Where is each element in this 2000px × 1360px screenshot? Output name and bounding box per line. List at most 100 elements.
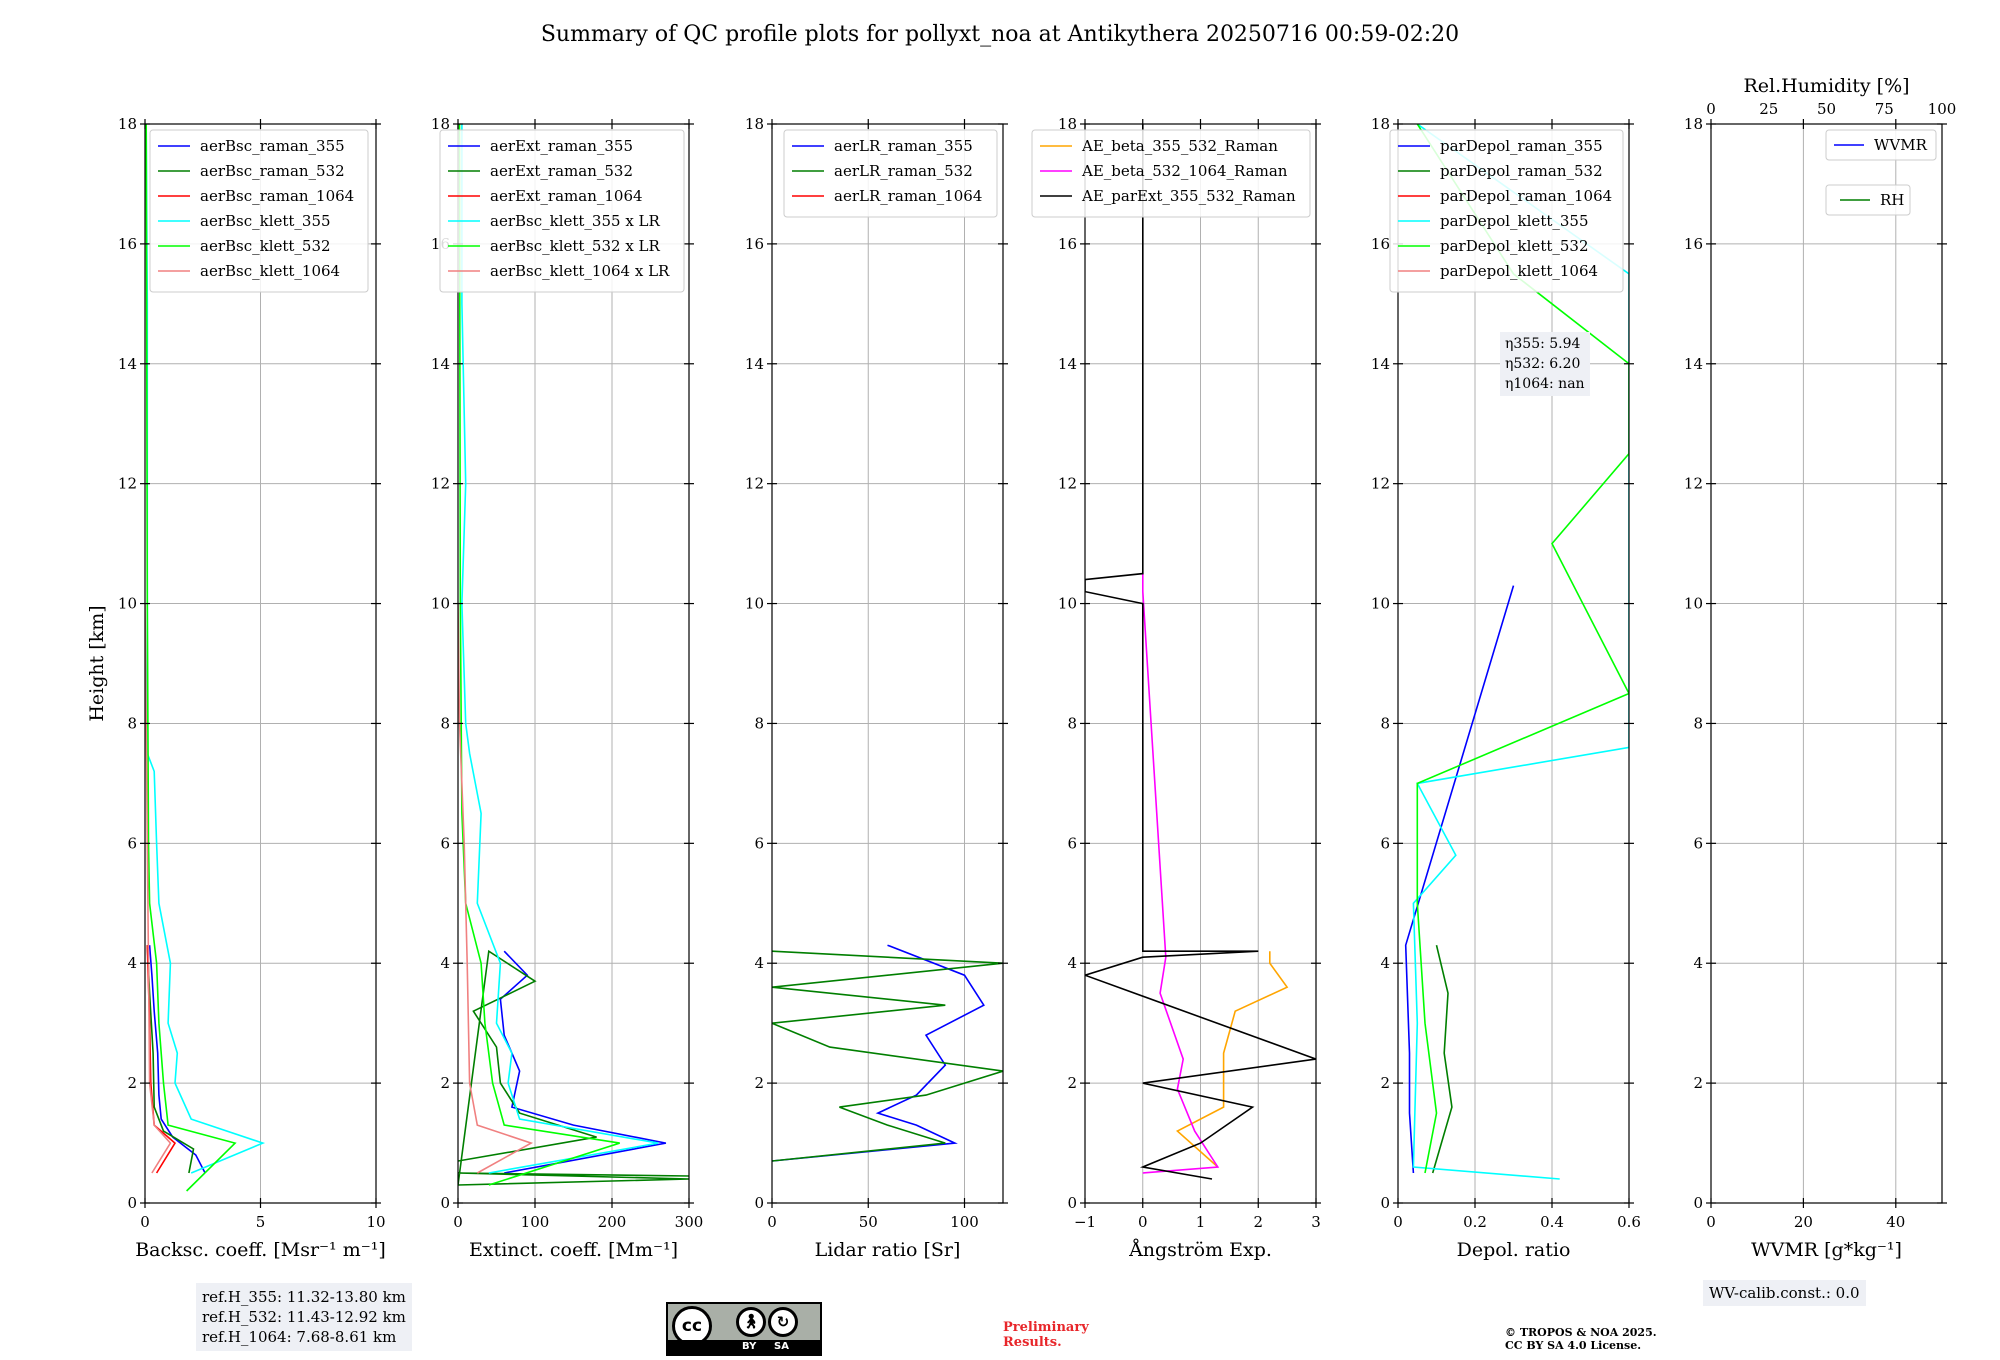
y-tick-label: 10 [1058,595,1077,613]
x2-tick-label: 0 [1706,100,1716,118]
y-tick-label: 14 [118,355,137,373]
cc-by-label: BY [742,1341,757,1352]
x-tick-label: 10 [366,1213,385,1231]
legend-box [1031,129,1311,218]
y-tick-label: 14 [745,355,764,373]
legend: aerBsc_raman_355 aerBsc_raman_532 aerBsc_r… [149,129,369,293]
y-tick-label: 12 [745,475,764,493]
legend-box [1389,129,1624,293]
y-tick-label: 6 [127,834,137,852]
x2-tick-label: 50 [1817,100,1836,118]
legend-label: aerBsc_raman_1064 [200,187,354,205]
y-tick-label: 4 [127,954,137,972]
preliminary-results-note: Preliminary Results. [1003,1320,1089,1350]
legend-label: aerExt_raman_355 [490,137,633,155]
depol-eta-box: η355: 5.94 η532: 6.20 η1064: nan [1500,332,1590,396]
x-tick-label: 100 [521,1213,550,1231]
attribution-icon: 🚶︎ [736,1307,766,1337]
legend-box [439,129,685,293]
series-group [145,124,266,1192]
y-tick-label: 18 [1684,115,1703,133]
series-line-aerBsc_klett_532 x LR [458,124,620,1186]
series-line-aerExt_raman_355 [499,950,667,1174]
legend-label: aerLR_raman_532 [834,162,973,180]
legend-box [149,129,369,293]
y-tick-label: 18 [118,115,137,133]
legend-label: aerBsc_klett_1064 x LR [490,262,670,280]
y-tick-label: 8 [754,714,764,732]
y-tick-label: 12 [431,475,450,493]
series-line-AE_beta_355_532_Raman [1175,951,1289,1168]
y-tick-label: 6 [1067,834,1077,852]
x-tick-label: 0.2 [1463,1213,1487,1231]
eta-355: η355: 5.94 [1505,336,1581,352]
series-line-aerLR_raman_532 [772,950,1003,1162]
x-tick-label: 0 [1706,1213,1716,1231]
cc-license-badge: cc 🚶︎ ↻ BY SA [666,1302,822,1356]
legend-label: parDepol_raman_532 [1440,162,1603,180]
legend-label: aerBsc_raman_355 [200,137,345,155]
panel-3: 0 2 4 6 8 10 12 14 16 18 0 50 100 Lidar ratio [Sr] aer… [745,115,1008,1261]
legend-box [783,129,998,218]
legend-label: parDepol_raman_1064 [1440,187,1612,205]
legend: WVMR RH [1825,129,1937,216]
y-tick-label: 18 [1371,115,1390,133]
legend-label: AE_beta_532_1064_Raman [1081,162,1288,180]
series-group [772,944,1003,1162]
x-tick-label: 0 [453,1213,463,1231]
series-line-aerBsc_klett_355 x LR [461,124,659,1174]
legend-label: AE_beta_355_532_Raman [1081,137,1278,155]
series-line-aerBsc_klett_1064 [145,603,172,1174]
legend-label: parDepol_klett_1064 [1440,262,1598,280]
y-tick-label: 16 [745,235,764,253]
y-tick-label: 0 [754,1194,764,1212]
x-tick-label: 5 [256,1213,266,1231]
x-tick-label: 50 [859,1213,878,1231]
legend: aerLR_raman_355 aerLR_raman_532 aerLR_rama… [783,129,998,218]
preliminary-line-1: Preliminary [1003,1320,1089,1335]
series-line-parDepol_raman_355 [1404,585,1515,1174]
x-axis-label: Depol. ratio [1457,1239,1571,1261]
x-tick-label: 0.6 [1617,1213,1641,1231]
y-tick-label: 16 [1058,235,1077,253]
series-line-aerLR_raman_355 [772,944,985,1162]
x-tick-label: 2 [1253,1213,1263,1231]
y-tick-label: 0 [1067,1194,1077,1212]
y-tick-label: 12 [118,475,137,493]
series-line-parDepol_klett_532 [1416,124,1629,1174]
y-tick-label: 2 [440,1074,450,1092]
legend-label: aerBsc_klett_532 [200,237,331,255]
y-tick-label: 6 [440,834,450,852]
x-axis-label: WVMR [g*kg⁻¹] [1751,1239,1902,1261]
legend-label: aerExt_raman_1064 [490,187,643,205]
x-tick-label: 0 [1138,1213,1148,1231]
x2-tick-label: 100 [1928,100,1957,118]
y-tick-label: 12 [1684,475,1703,493]
y-tick-label: 18 [1058,115,1077,133]
y-tick-label: 18 [431,115,450,133]
y-tick-label: 0 [1380,1194,1390,1212]
ref-height-1064: ref.H_1064: 7.68-8.61 km [202,1328,397,1346]
y-tick-label: 10 [118,595,137,613]
x-tick-label: 0 [1393,1213,1403,1231]
y-tick-label: 0 [1693,1194,1703,1212]
figure-title: Summary of QC profile plots for pollyxt_… [540,22,1460,47]
y-tick-label: 8 [440,714,450,732]
legend-label: aerLR_raman_1064 [834,187,982,205]
wv-calib-box: WV-calib.const.: 0.0 [1703,1280,1866,1306]
series-line-aerExt_raman_532 [458,949,689,1186]
legend: parDepol_raman_355 parDepol_raman_532 parD… [1389,129,1624,293]
panel-5: 0 2 4 6 8 10 12 14 16 18 0 0.2 0.4 0.6 Depol. ratio par… [1371,115,1641,1261]
y-tick-label: 6 [1693,834,1703,852]
y-tick-label: 8 [1380,714,1390,732]
y-tick-label: 12 [1058,475,1077,493]
y-tick-label: 16 [118,235,137,253]
series-line-AE_parExt_355_532_Raman [1085,124,1316,1180]
y-tick-label: 6 [1380,834,1390,852]
copyright-note: © TROPOS & NOA 2025. CC BY SA 4.0 Licens… [1505,1326,1657,1352]
series-group [1085,124,1316,1180]
legend-label: parDepol_klett_532 [1440,237,1589,255]
